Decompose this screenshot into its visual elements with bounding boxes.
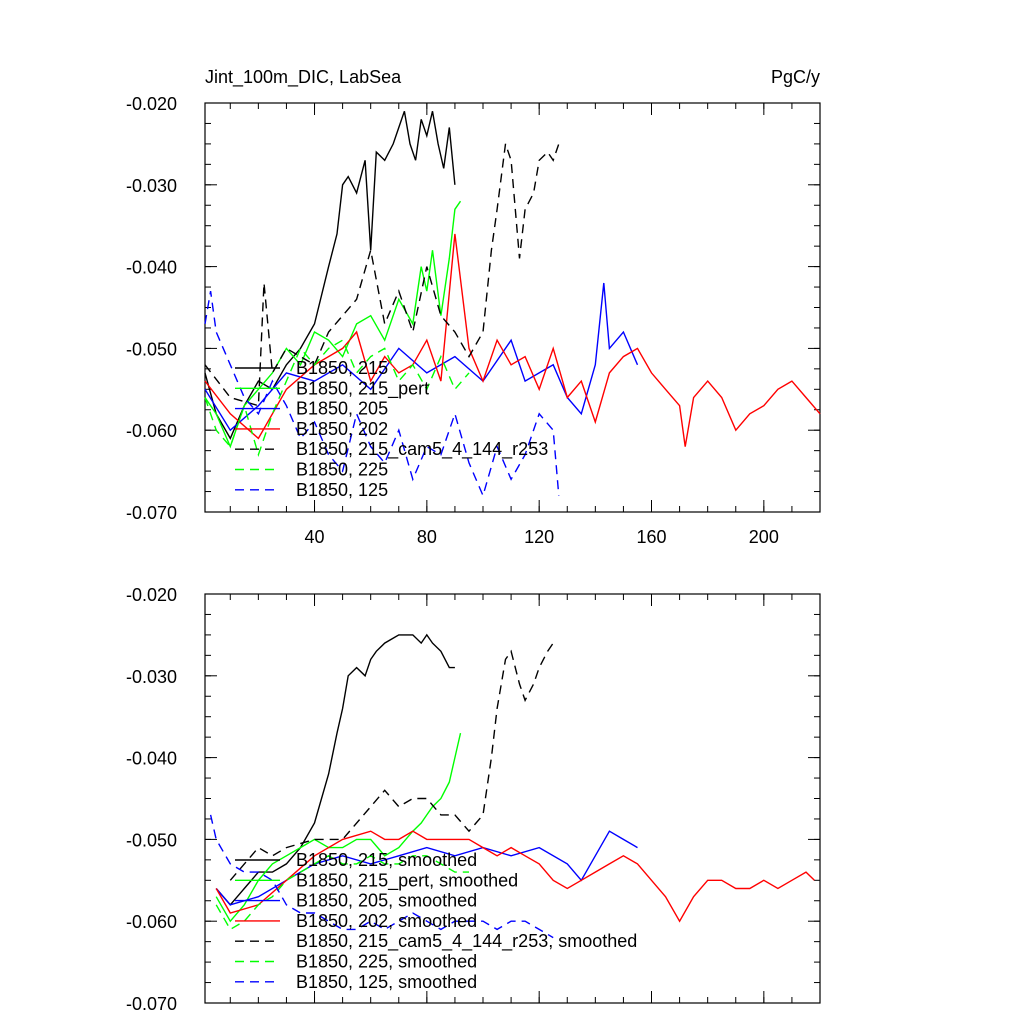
legend-label: B1850, 125, smoothed <box>296 972 477 992</box>
y-tick-label: -0.030 <box>126 667 177 687</box>
units-label: PgC/y <box>771 67 820 87</box>
legend-label: B1850, 215_cam5_4_144_r253, smoothed <box>296 931 637 952</box>
series-line <box>215 633 455 906</box>
legend-label: B1850, 225, smoothed <box>296 952 477 972</box>
series-line <box>204 290 560 498</box>
x-tick-label: 200 <box>749 527 779 547</box>
legend-label: B1850, 205 <box>296 399 388 419</box>
y-tick-label: -0.050 <box>126 830 177 850</box>
x-tick-label: 160 <box>636 527 666 547</box>
series-line <box>215 732 462 923</box>
y-tick-label: -0.040 <box>126 749 177 769</box>
series-line <box>229 642 554 881</box>
legend-label: B1850, 215_pert, smoothed <box>296 870 518 891</box>
smoothed-panel: -0.020 -0.030 -0.040 -0.050 -0.060 -0.070 B185… <box>126 585 821 1014</box>
legend-label: B1850, 202, smoothed <box>296 911 477 931</box>
series-line <box>204 143 560 407</box>
y-tick-label: -0.070 <box>126 503 177 523</box>
y-tick-label: -0.030 <box>126 176 177 196</box>
y-tick-label: -0.020 <box>126 94 177 114</box>
legend-label: B1850, 215 <box>296 358 388 378</box>
legend-label: B1850, 125 <box>296 480 388 500</box>
series-line <box>215 830 815 923</box>
legend-label: B1850, 205, smoothed <box>296 891 477 911</box>
y-tick-label: -0.020 <box>126 585 177 605</box>
raw-panel: -0.020 -0.030 -0.040 -0.050 -0.060 -0.070 40 80… <box>126 94 821 547</box>
y-tick-label: -0.050 <box>126 339 177 359</box>
y-tick-label: -0.060 <box>126 912 177 932</box>
legend-label: B1850, 225 <box>296 460 388 480</box>
x-tick-label: 40 <box>305 527 325 547</box>
plot-title: Jint_100m_DIC, LabSea <box>205 67 402 88</box>
legend-label: B1850, 202 <box>296 419 388 439</box>
y-tick-label: -0.060 <box>126 421 177 441</box>
legend-label: B1850, 215_cam5_4_144_r253 <box>296 439 548 460</box>
series-line <box>209 814 554 939</box>
y-tick-label: -0.040 <box>126 258 177 278</box>
series-line <box>215 854 469 931</box>
x-tick-label: 80 <box>417 527 437 547</box>
series-line <box>204 339 470 458</box>
x-tick-label: 120 <box>524 527 554 547</box>
series-line <box>204 233 821 447</box>
series-line <box>204 200 462 449</box>
legend-label: B1850, 215_pert <box>296 378 429 399</box>
legend-label: B1850, 215, smoothed <box>296 850 477 870</box>
y-tick-label: -0.070 <box>126 994 177 1014</box>
